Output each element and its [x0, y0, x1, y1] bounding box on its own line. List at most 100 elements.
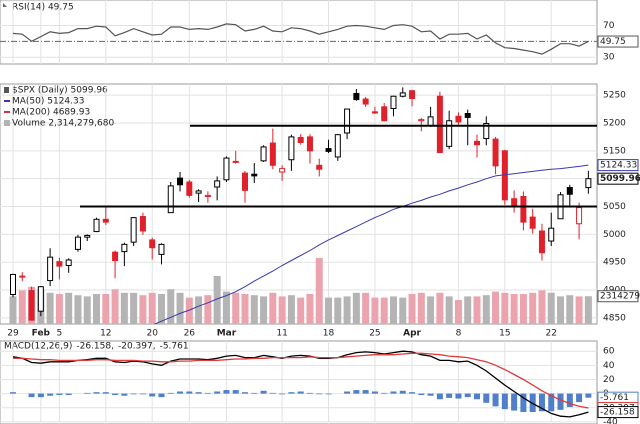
macd-histogram-bar — [362, 390, 369, 394]
candle-body — [492, 138, 499, 167]
macd-panel — [0, 340, 598, 424]
candle-body — [214, 180, 221, 188]
volume-bar — [325, 297, 333, 324]
candle-body — [325, 148, 332, 152]
value-tag-box — [597, 35, 639, 48]
volume-bar — [575, 296, 583, 324]
macd-histogram-bar — [167, 392, 174, 394]
volume-bar — [352, 292, 360, 324]
macd-histogram-bar — [585, 393, 592, 398]
macd-histogram-bar — [344, 391, 351, 394]
volume-bar — [130, 292, 138, 324]
volume-bar — [250, 295, 258, 324]
candle-body — [177, 177, 184, 186]
signal-line — [13, 352, 589, 409]
macd-histogram-bar — [47, 393, 54, 396]
macd-histogram-bar — [204, 392, 211, 394]
macd-histogram-bar — [214, 391, 221, 394]
volume-bar — [55, 294, 63, 324]
macd-histogram-bar — [149, 393, 156, 397]
macd-histogram-bar — [251, 392, 258, 394]
macd-histogram-bar — [371, 391, 378, 394]
candle-body — [418, 119, 425, 122]
volume-bar — [269, 292, 277, 324]
candle-body — [446, 120, 453, 147]
volume-bar — [18, 290, 26, 324]
candle-body — [538, 230, 545, 254]
volume-bar — [222, 291, 230, 324]
volume-bar — [408, 294, 416, 324]
macd-histogram-bar — [130, 393, 137, 395]
candle-body — [362, 98, 369, 105]
macd-histogram-bar — [288, 392, 295, 394]
y-tick-label: 5150 — [603, 146, 626, 156]
macd-histogram-bar — [464, 393, 471, 398]
macd-histogram-bar — [492, 393, 499, 407]
macd-histogram-bar — [576, 393, 583, 403]
y-tick-label: 4950 — [603, 258, 626, 268]
value-tag: 5124.33 — [600, 161, 637, 171]
candle-body — [242, 172, 248, 191]
candle-body — [576, 207, 583, 225]
y-tick-label: 5200 — [603, 118, 626, 128]
macd-histogram-bar — [102, 392, 109, 394]
candle-body — [409, 90, 416, 99]
candle-body — [10, 273, 16, 295]
candle-body — [436, 95, 443, 153]
candle-body — [566, 187, 573, 195]
volume-bar — [445, 296, 453, 324]
macd-histogram-bar — [112, 393, 119, 396]
rsi-panel — [0, 0, 598, 65]
candle-body — [204, 194, 211, 197]
x-tick-label: Mar — [217, 329, 237, 339]
macd-histogram-bar — [186, 391, 193, 394]
candle-body — [158, 243, 165, 255]
volume-bar — [436, 292, 444, 324]
value-tag-box — [597, 172, 639, 185]
candle-body — [139, 216, 146, 232]
volume-bar — [260, 296, 268, 324]
candle-body — [353, 92, 360, 101]
candle-body — [195, 190, 202, 194]
x-tick-label: 8 — [456, 329, 462, 339]
volume-bar — [306, 294, 314, 324]
macd-histogram-bar — [65, 393, 72, 396]
macd-histogram-bar — [436, 393, 443, 400]
macd-histogram-bar — [520, 393, 527, 412]
volume-bar — [399, 297, 407, 324]
candle-body — [474, 140, 480, 146]
candle-body — [455, 115, 462, 123]
candle-body — [381, 106, 388, 122]
candle-body — [93, 218, 100, 233]
macd-histogram-bar — [56, 393, 63, 396]
macd-title: MACD(12,26,9) — [4, 342, 72, 352]
candle-body — [529, 216, 536, 229]
value-tag: -26.158 — [600, 408, 635, 418]
volume-bar — [454, 300, 462, 324]
macd-histogram-bar — [325, 393, 332, 395]
candle-body — [548, 227, 555, 242]
rsi-title: RSI(14) 49.75 — [12, 3, 74, 13]
volume-bar — [297, 297, 305, 324]
candle-body — [149, 239, 156, 249]
y-tick-label: -40 — [603, 417, 618, 424]
x-tick-label: 18 — [323, 329, 335, 339]
candle-body — [371, 111, 378, 114]
candle-body — [269, 142, 276, 166]
candle-body — [112, 251, 119, 262]
x-tick-label: 12 — [100, 329, 111, 339]
volume-bar — [195, 296, 203, 324]
value-tag-box — [597, 406, 639, 419]
candle-body — [121, 243, 128, 253]
candle-body — [130, 217, 137, 243]
candle-body — [47, 256, 54, 282]
y-tick-label: 30 — [603, 53, 615, 63]
legend-label: -20.397, — [118, 342, 156, 352]
volume-bar — [557, 296, 565, 324]
candle-body — [186, 181, 193, 196]
legend-label: MA(200) 4689.93 — [12, 108, 90, 118]
price-title: $SPX (Daily) 5099.96 — [12, 86, 108, 96]
candle-body — [390, 95, 397, 110]
x-tick-label: 5 — [57, 329, 63, 339]
volume-bar — [473, 296, 481, 324]
